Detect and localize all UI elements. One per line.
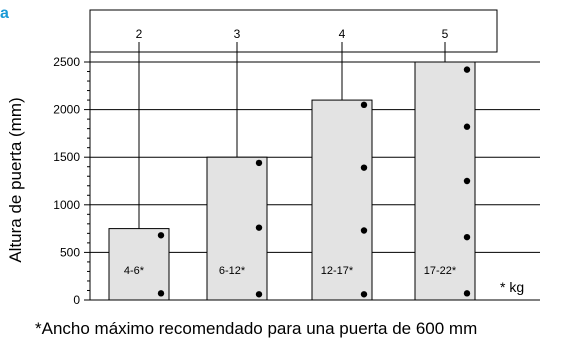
- category-stems: [138, 42, 446, 300]
- dot-3-3: [463, 233, 471, 241]
- dot-2-3: [360, 291, 368, 298]
- category-label-4: 4: [339, 27, 346, 41]
- category-label-3: 3: [234, 27, 241, 41]
- weight-label-1: 6-12*: [219, 265, 246, 277]
- bar-dots: [157, 66, 471, 298]
- y-tick-label-4: 2000: [53, 103, 80, 117]
- dot-2-2: [360, 227, 368, 234]
- dot-3-0: [463, 66, 471, 73]
- y-tick-label-1: 500: [60, 245, 80, 259]
- y-tick-label-2: 1000: [53, 198, 80, 212]
- unit-note: * kg: [500, 279, 524, 295]
- dot-2-0: [360, 101, 368, 109]
- category-header-box: [89, 9, 498, 53]
- category-label-2: 2: [136, 27, 143, 41]
- dot-0-1: [157, 290, 165, 297]
- y-tick-label-5: 2500: [53, 55, 80, 69]
- bar-2: [108, 228, 170, 301]
- dot-2-1: [360, 164, 368, 171]
- weight-label-0: 4-6*: [124, 265, 145, 277]
- y-axis: 0 500 1000 1500 2000 2500: [53, 10, 540, 307]
- dot-1-1: [255, 224, 263, 231]
- dot-1-2: [255, 291, 263, 298]
- dot-3-2: [463, 177, 471, 185]
- bars: [108, 61, 476, 301]
- panel-label: a: [0, 5, 9, 22]
- dot-1-0: [255, 159, 263, 167]
- weight-labels: 4-6* 6-12* 12-17* 17-22*: [124, 265, 457, 277]
- dot-3-4: [463, 290, 471, 297]
- weight-label-2: 12-17*: [321, 265, 354, 277]
- y-tick-label-3: 1500: [53, 150, 80, 164]
- dot-3-1: [463, 123, 471, 130]
- weight-label-3: 17-22*: [424, 265, 457, 277]
- category-labels: 2 3 4 5: [136, 27, 449, 41]
- dot-0-0: [157, 232, 165, 239]
- category-label-5: 5: [442, 27, 449, 41]
- y-tick-label-0: 0: [73, 293, 80, 307]
- y-axis-label: Altura de puerta (mm): [6, 97, 25, 262]
- footnote: *Ancho máximo recomendado para una puert…: [35, 319, 477, 338]
